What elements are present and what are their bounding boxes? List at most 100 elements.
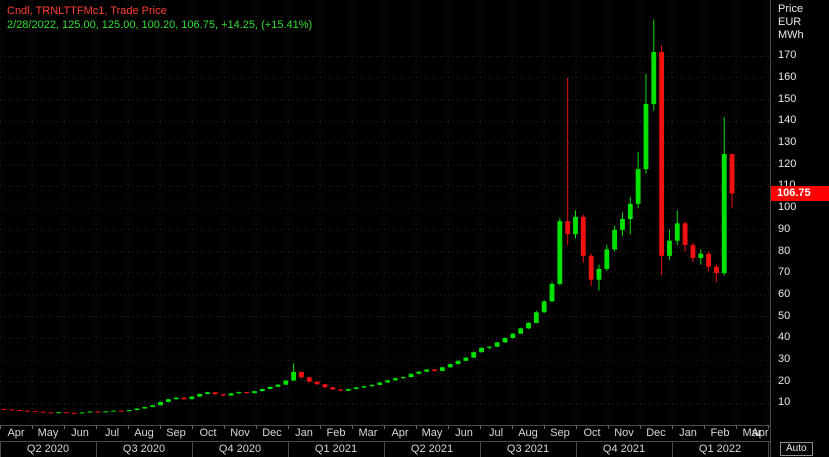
x-axis-month-tick (32, 426, 33, 429)
candle-body (56, 412, 62, 414)
candle-body (71, 412, 77, 414)
candle-body (588, 255, 594, 280)
x-axis-quarter-label: Q3 2021 (506, 443, 550, 455)
price-axis-tick-label: 70 (778, 266, 791, 279)
candle-body (674, 223, 680, 241)
candle-body (377, 382, 383, 385)
x-axis-month-label: Mar (742, 427, 762, 439)
candle-body (573, 216, 578, 235)
x-axis-month-label: Jul (104, 427, 120, 439)
x-axis-month-label: Mar (358, 427, 378, 439)
x-axis-quarter-tick (768, 442, 769, 457)
x-axis-month-tick (256, 426, 257, 429)
x-axis-month-label: Jun (455, 427, 473, 439)
candle-body (408, 373, 414, 378)
x-axis-month-label: Aug (134, 427, 154, 439)
x-axis-months: Apr May Jun Jul Aug Sep Oct Nov Dec Jan Feb Mar Apr M… (0, 425, 770, 442)
x-axis-month-tick (608, 426, 609, 429)
candle-body (314, 381, 320, 385)
candle-body (580, 216, 586, 256)
x-axis-month-tick (384, 426, 385, 429)
x-axis-month-label: Feb (710, 427, 730, 439)
x-axis-month-label: Sep (550, 427, 570, 439)
candle-body (385, 380, 391, 383)
candle-body (158, 402, 163, 406)
candle-body (338, 389, 344, 391)
candle-body (299, 371, 304, 378)
candle-body (510, 333, 516, 339)
x-axis-month-tick (224, 426, 225, 429)
candle-body (533, 312, 539, 323)
candle-body (64, 412, 69, 414)
x-axis-month-label: Sep (166, 427, 186, 439)
candle-body (502, 338, 508, 343)
candle-body (244, 392, 250, 394)
last-price-badge: 106.75 (771, 185, 829, 201)
x-axis-quarter-label: Q3 2020 (122, 443, 166, 455)
x-axis-month-label: Jul (488, 427, 504, 439)
candle-body (197, 393, 203, 397)
candle-body (557, 221, 563, 285)
price-axis-tick-label: 160 (778, 71, 797, 84)
candle-body (565, 221, 571, 235)
x-axis-month-label: Aug (518, 427, 538, 439)
price-axis-unit: Price EUR MWh (778, 3, 804, 42)
x-axis-quarter-tick (672, 442, 673, 457)
candle-body (541, 301, 547, 313)
x-axis-month-tick (544, 426, 545, 429)
candle-body (267, 386, 273, 390)
price-axis-tick-label: 120 (778, 157, 797, 170)
candle-body (627, 203, 633, 220)
candlestick-chart[interactable] (0, 0, 770, 425)
candle-body (455, 360, 461, 365)
candle-body (682, 223, 688, 246)
candle-body (48, 412, 54, 414)
candle-body (212, 392, 218, 395)
candle-body (353, 387, 359, 390)
price-axis-tick-label: 80 (778, 244, 791, 257)
candle-body (322, 384, 328, 388)
candle-body (150, 405, 156, 408)
candle-body (95, 411, 101, 413)
candle-body (134, 408, 140, 411)
candle-body (291, 371, 297, 381)
candle-body (205, 392, 210, 394)
candle-body (165, 399, 171, 403)
candle-body (9, 409, 15, 411)
x-axis-month-tick (192, 426, 193, 429)
candle-body (32, 411, 38, 413)
price-axis-unit-line: Price (778, 3, 804, 15)
auto-scale-button[interactable]: Auto (780, 442, 813, 456)
candle-body (259, 389, 265, 392)
x-axis-month-label: Oct (199, 427, 217, 439)
candle-body (432, 369, 437, 372)
x-axis-month-tick (288, 426, 289, 429)
x-axis-month-tick (448, 426, 449, 429)
x-axis-quarter-label: Q4 2021 (602, 443, 646, 455)
chart-legend: Cndl, TRNLTTFMc1, Trade Price 2/28/2022,… (7, 4, 312, 32)
x-axis-month-label: Dec (262, 427, 282, 439)
x-axis-month-tick (320, 426, 321, 429)
candle-body (612, 229, 618, 250)
x-axis-month-label: Apr (7, 427, 25, 439)
price-axis-tick-label: 20 (778, 374, 791, 387)
candle-body (142, 407, 148, 409)
series-descriptor: Cndl, TRNLTTFMc1, Trade Price (7, 5, 167, 17)
price-axis-tick-label: 170 (778, 49, 797, 62)
candle-body (181, 397, 187, 400)
candle-body (651, 52, 657, 105)
candle-body (17, 410, 23, 412)
x-axis-month-label: Apr (751, 427, 769, 439)
candle-body (698, 253, 704, 259)
x-axis-month-tick (64, 426, 65, 429)
x-axis-quarter-tick (480, 442, 481, 457)
candle-body (463, 357, 469, 361)
candle-body (447, 364, 453, 368)
x-axis-quarter-tick (384, 442, 385, 457)
candle-body (79, 412, 85, 414)
candle-body (220, 394, 226, 396)
price-axis-tick-label: 50 (778, 309, 791, 322)
candle-body (439, 367, 445, 372)
